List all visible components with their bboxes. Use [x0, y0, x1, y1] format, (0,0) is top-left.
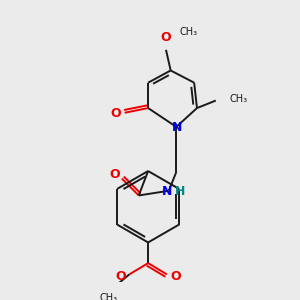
- Text: O: O: [161, 31, 171, 44]
- Text: CH₃: CH₃: [100, 293, 118, 300]
- Text: O: O: [170, 270, 181, 283]
- Text: O: O: [116, 270, 126, 283]
- Text: CH₃: CH₃: [179, 27, 197, 37]
- Text: N: N: [172, 121, 182, 134]
- Text: N: N: [162, 185, 172, 198]
- Text: O: O: [109, 168, 120, 181]
- Text: H: H: [175, 185, 185, 198]
- Text: O: O: [110, 107, 121, 120]
- Text: CH₃: CH₃: [230, 94, 248, 104]
